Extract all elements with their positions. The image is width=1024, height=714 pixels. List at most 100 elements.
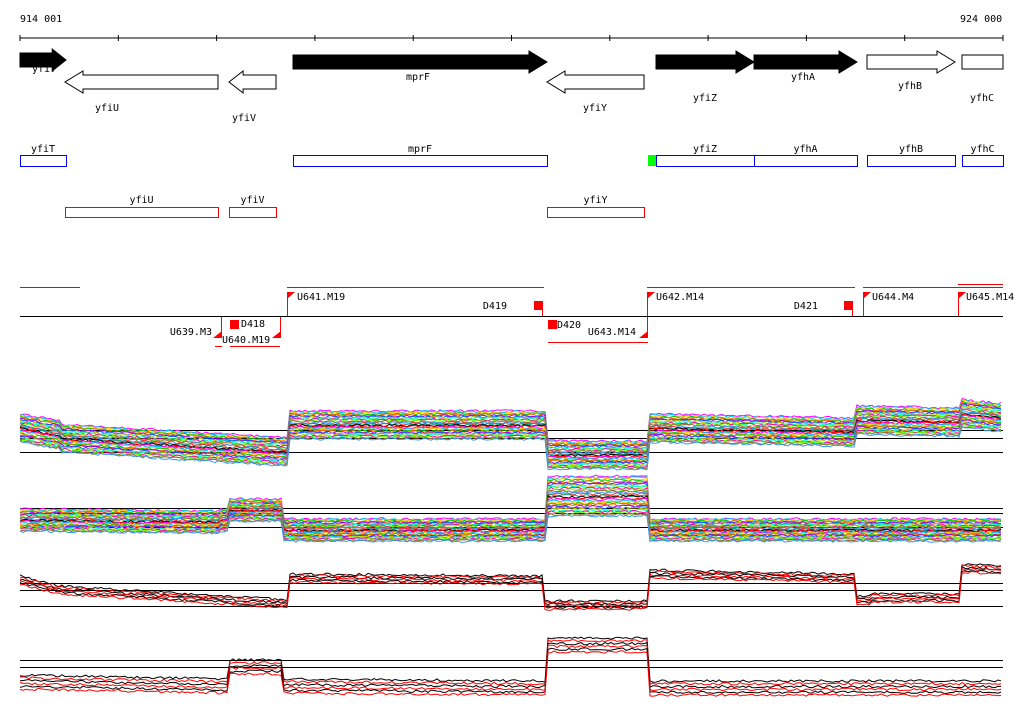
gene-arrow-shape bbox=[961, 54, 1004, 70]
expression-line bbox=[19, 419, 1002, 465]
expression-line bbox=[19, 500, 1001, 536]
segment-marker-U645.M14[interactable]: U645.M14 bbox=[958, 292, 1014, 316]
expression-line bbox=[19, 422, 1002, 468]
reverse-gene-box-yfiY[interactable]: yfiY bbox=[547, 195, 645, 218]
segment-label: U639.M3 bbox=[170, 327, 212, 338]
gene-arrow-shape bbox=[292, 50, 548, 74]
expression-line bbox=[19, 514, 1002, 543]
forward-gene-box-yfiZ[interactable]: yfiZ bbox=[656, 144, 755, 167]
gene-label: yfiT bbox=[32, 64, 56, 75]
expression-line bbox=[19, 512, 1002, 543]
gene-yfhC[interactable]: yfhC bbox=[961, 54, 1004, 104]
segment-label: D421 bbox=[794, 301, 818, 312]
ruler-end-label: 924 000 bbox=[960, 14, 1002, 25]
expression-line bbox=[20, 641, 1002, 689]
gene-box bbox=[867, 155, 956, 167]
gene-yfiZ[interactable]: yfiZ bbox=[655, 50, 755, 104]
segment-marker-U642.M14[interactable]: U642.M14 bbox=[647, 292, 704, 316]
segment-label: U641.M19 bbox=[297, 292, 345, 303]
segment-label: U643.M14 bbox=[588, 327, 636, 338]
gene-arrow-shape bbox=[655, 50, 755, 74]
segment-track: U641.M19 D419 U642.M14 D421 U644.M4 U645.M14 U… bbox=[20, 284, 1014, 347]
segment-marker-U644.M4[interactable]: U644.M4 bbox=[863, 292, 914, 316]
gene-box-label: yfiY bbox=[583, 195, 607, 206]
expression-line bbox=[19, 569, 1002, 610]
gene-label: yfiU bbox=[95, 103, 119, 114]
gene-yfiT[interactable]: yfiT bbox=[19, 47, 67, 75]
gene-label: yfhC bbox=[970, 93, 994, 104]
gene-box-label: yfhC bbox=[970, 144, 994, 155]
expression-tracks bbox=[19, 398, 1003, 697]
segment-marker-U639.M3[interactable]: U639.M3 bbox=[170, 317, 222, 338]
expression-line bbox=[19, 650, 1002, 697]
expression-line bbox=[19, 413, 1002, 459]
gene-mprF[interactable]: mprF bbox=[292, 50, 548, 83]
gene-arrow-shape bbox=[546, 70, 645, 94]
segment-label: U645.M14 bbox=[966, 292, 1014, 303]
segment-label: U640.M19 bbox=[222, 335, 270, 346]
segment-label: D419 bbox=[483, 301, 507, 312]
gene-yfiU[interactable]: yfiU bbox=[64, 70, 219, 114]
forward-gene-box-yfhB[interactable]: yfhB bbox=[867, 144, 956, 167]
segment-marker-D419[interactable]: D419 bbox=[483, 301, 543, 316]
forward-gene-box-yfhC[interactable]: yfhC bbox=[962, 144, 1004, 167]
expression-line bbox=[19, 636, 1002, 683]
gene-label: yfhA bbox=[791, 72, 815, 83]
segment-label: D420 bbox=[557, 320, 581, 331]
segment-marker-D420[interactable]: D420 bbox=[548, 320, 581, 331]
gene-label: mprF bbox=[406, 72, 430, 83]
gene-box bbox=[962, 155, 1004, 167]
gene-yfhB[interactable]: yfhB bbox=[866, 50, 956, 92]
gene-label: yfhB bbox=[898, 81, 922, 92]
reverse-gene-box-yfiV[interactable]: yfiV bbox=[229, 195, 277, 218]
gene-label: yfiY bbox=[583, 103, 607, 114]
expression-line bbox=[19, 483, 1002, 527]
expression-line bbox=[19, 426, 1002, 471]
expression-line bbox=[19, 509, 1002, 541]
gene-box-label: mprF bbox=[408, 144, 432, 155]
segment-marker-D418[interactable]: D418 bbox=[230, 319, 265, 330]
gene-yfiY[interactable]: yfiY bbox=[546, 70, 645, 114]
segment-label: D418 bbox=[241, 319, 265, 330]
gene-box-label: yfhB bbox=[899, 144, 923, 155]
start-marker bbox=[648, 155, 656, 166]
expression-line bbox=[19, 490, 1002, 530]
forward-gene-box-mprF[interactable]: mprF bbox=[293, 144, 548, 167]
segment-marker-U643.M14[interactable]: U643.M14 bbox=[588, 317, 648, 338]
forward-gene-box-yfhA[interactable]: yfhA bbox=[754, 144, 858, 167]
expression-panel bbox=[19, 563, 1003, 611]
segment-label: U642.M14 bbox=[656, 292, 704, 303]
reverse-gene-box-yfiU[interactable]: yfiU bbox=[65, 195, 219, 218]
gene-box bbox=[547, 207, 645, 218]
gene-arrow-shape bbox=[19, 47, 67, 73]
gene-box-label: yfiV bbox=[240, 195, 264, 206]
expression-panel bbox=[19, 636, 1003, 697]
gene-box-label: yfiT bbox=[31, 144, 55, 155]
forward-gene-box-yfiT[interactable]: yfiT bbox=[20, 144, 67, 167]
expression-line bbox=[19, 563, 1002, 603]
gene-box bbox=[293, 155, 548, 167]
expression-line bbox=[19, 570, 1002, 611]
gene-box-label: yfiU bbox=[129, 195, 153, 206]
expression-panel bbox=[19, 474, 1003, 543]
gene-yfiV[interactable]: yfiV bbox=[228, 69, 277, 124]
gene-box bbox=[656, 155, 755, 167]
gene-arrow-shape bbox=[228, 69, 277, 95]
ruler-start-label: 914 001 bbox=[20, 14, 62, 25]
coordinate-ruler: 914 001 924 000 bbox=[19, 14, 1004, 41]
segment-marker-D421[interactable]: D421 bbox=[794, 301, 853, 316]
segment-marker-U640.M19[interactable]: U640.M19 bbox=[222, 317, 281, 346]
segment-label: U644.M4 bbox=[872, 292, 914, 303]
gene-label: yfiV bbox=[232, 113, 256, 124]
gene-yfhA[interactable]: yfhA bbox=[753, 50, 858, 83]
gene-arrow-track: yfiT yfiU yfiV mprF yfiY yfiZ yfhA yfhB yfhC bbox=[19, 47, 1004, 124]
expression-line bbox=[19, 426, 1002, 470]
segment-marker-U641.M19[interactable]: U641.M19 bbox=[287, 292, 345, 316]
gene-arrow-shape bbox=[866, 50, 956, 74]
expression-line bbox=[19, 480, 1002, 524]
expression-line bbox=[19, 408, 1002, 454]
expression-line bbox=[19, 644, 1002, 692]
expression-panel bbox=[19, 398, 1003, 471]
expression-line bbox=[19, 564, 1002, 605]
